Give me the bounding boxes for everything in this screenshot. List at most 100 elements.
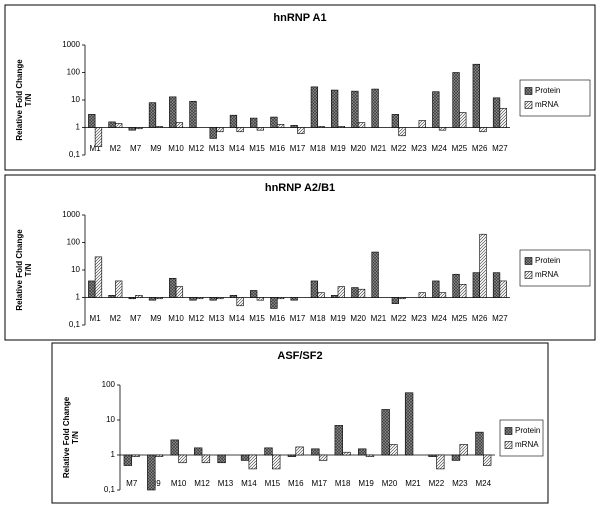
x-tick-label: M18 xyxy=(310,144,326,153)
bar xyxy=(272,454,281,470)
bar xyxy=(148,102,157,128)
legend-label: mRNA xyxy=(535,100,559,109)
bar xyxy=(499,280,507,298)
bar xyxy=(270,116,278,128)
bar xyxy=(94,256,103,298)
bar xyxy=(236,297,244,307)
x-tick-label: M2 xyxy=(110,314,122,323)
bar xyxy=(472,272,480,298)
bar xyxy=(189,297,197,301)
x-tick-label: M24 xyxy=(476,479,492,488)
bar xyxy=(123,454,133,466)
bar xyxy=(229,295,238,298)
bar xyxy=(193,447,203,456)
chart-title: hnRNP A1 xyxy=(273,12,326,24)
bar xyxy=(317,292,325,298)
legend-swatch xyxy=(524,271,533,279)
legend-label: Protein xyxy=(515,426,540,435)
x-tick-label: M10 xyxy=(168,314,184,323)
bar xyxy=(170,439,179,456)
x-tick-label: M10 xyxy=(171,479,187,488)
x-tick-label: M24 xyxy=(431,314,447,323)
bar xyxy=(135,295,143,298)
bar xyxy=(451,454,461,461)
y-tick-label: 100 xyxy=(67,68,81,77)
x-tick-label: M20 xyxy=(382,479,398,488)
bar xyxy=(398,127,406,137)
y-axis-label: Relative Fold Change xyxy=(15,229,24,311)
panel xyxy=(4,174,596,341)
x-tick-label: M13 xyxy=(209,314,225,323)
bar xyxy=(389,444,398,456)
y-axis-label: T/N xyxy=(24,93,33,106)
x-tick-label: M13 xyxy=(218,479,234,488)
bar xyxy=(155,297,163,300)
chart-title: ASF/SF2 xyxy=(277,350,322,362)
bar xyxy=(250,290,258,298)
bar xyxy=(482,454,492,466)
bar xyxy=(135,127,143,130)
bar xyxy=(358,448,367,456)
x-tick-label: M24 xyxy=(431,144,447,153)
bar xyxy=(459,444,468,456)
x-tick-label: M12 xyxy=(189,314,205,323)
x-tick-label: M22 xyxy=(391,144,407,153)
x-tick-label: M15 xyxy=(265,479,281,488)
bar xyxy=(357,288,366,298)
bar xyxy=(264,447,273,456)
bar xyxy=(276,124,285,128)
bar xyxy=(178,454,187,464)
bar xyxy=(290,297,298,301)
y-tick-label: 1 xyxy=(111,450,116,459)
bar xyxy=(154,454,164,457)
bar xyxy=(240,454,250,461)
bar xyxy=(479,127,487,133)
bar xyxy=(351,287,359,298)
bar xyxy=(330,89,339,128)
y-tick-label: 0,1 xyxy=(69,320,81,329)
x-tick-label: M16 xyxy=(288,479,304,488)
bar xyxy=(334,425,343,456)
bar xyxy=(155,126,163,128)
x-tick-label: M17 xyxy=(290,314,306,323)
y-tick-label: 1000 xyxy=(62,40,80,49)
x-tick-label: M21 xyxy=(371,144,387,153)
bar xyxy=(131,454,140,457)
x-tick-label: M12 xyxy=(189,144,205,153)
legend-swatch xyxy=(504,427,513,435)
legend-label: mRNA xyxy=(515,440,539,449)
bar xyxy=(310,86,319,128)
legend-box xyxy=(519,79,591,117)
legend-label: Protein xyxy=(535,256,560,265)
y-tick-label: 1000 xyxy=(62,210,80,219)
bar xyxy=(391,114,399,128)
bar xyxy=(189,100,197,128)
bar xyxy=(459,284,467,298)
x-tick-label: M20 xyxy=(350,144,366,153)
bar xyxy=(248,454,257,470)
bar xyxy=(492,97,501,128)
x-tick-label: M14 xyxy=(229,144,245,153)
x-tick-label: M19 xyxy=(358,479,374,488)
bar xyxy=(108,121,116,128)
bar xyxy=(250,117,258,128)
x-tick-label: M23 xyxy=(411,144,427,153)
bar xyxy=(94,127,103,148)
bar xyxy=(479,233,487,298)
x-tick-label: M9 xyxy=(150,144,162,153)
bar xyxy=(216,127,224,133)
x-tick-label: M23 xyxy=(411,314,427,323)
bar xyxy=(209,297,217,301)
x-tick-label: M18 xyxy=(310,314,326,323)
bar xyxy=(270,297,278,309)
bar xyxy=(371,251,379,298)
bar xyxy=(337,126,345,128)
bar xyxy=(310,280,319,298)
bar xyxy=(428,454,437,457)
bar xyxy=(217,454,226,464)
legend-box xyxy=(519,249,591,287)
x-tick-label: M14 xyxy=(241,479,257,488)
bar xyxy=(175,122,184,128)
x-tick-label: M7 xyxy=(130,314,142,323)
x-tick-label: M1 xyxy=(90,144,102,153)
